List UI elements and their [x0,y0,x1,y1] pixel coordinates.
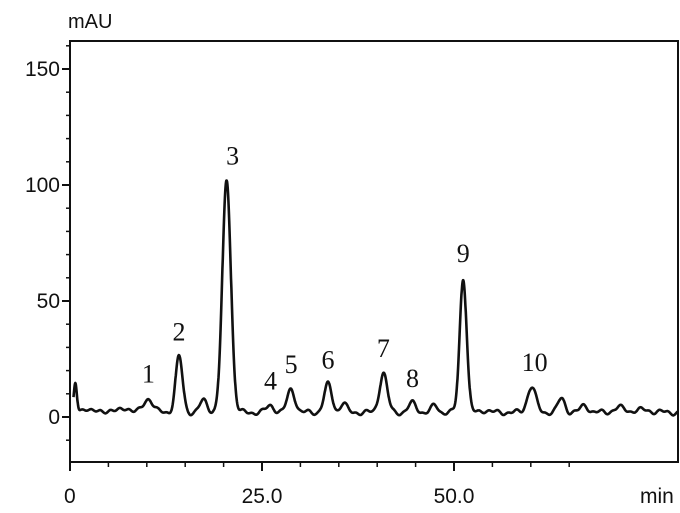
peak-label-10: 10 [522,348,548,377]
x-tick-label: 50.0 [434,485,475,508]
y-tick-label: 150 [25,58,60,81]
y-tick-label: 100 [25,174,60,197]
x-tick-label: 25.0 [242,485,283,508]
peak-label-3: 3 [226,141,239,170]
y-tick-label: 0 [48,406,60,429]
y-tick-label: 50 [37,290,60,313]
peak-label-4: 4 [264,366,277,395]
peak-label-8: 8 [406,364,419,393]
plot-frame [69,40,679,463]
peak-labels: 12 3 45 6 78 9 10 [142,141,548,395]
peak-label-5: 5 [285,350,298,379]
peak-label-1: 1 [142,359,155,388]
peak-label-2: 2 [173,318,186,347]
peak-label-9: 9 [457,239,470,268]
x-tick-label: 0 [64,485,76,508]
x-axis-unit-label: min [640,485,674,508]
chromatogram-trace [72,179,679,417]
y-axis-unit-label: mAU [68,11,112,33]
peak-label-6: 6 [322,346,335,375]
peak-label-7: 7 [377,334,390,363]
axis-tick-labels: 0 50 100 150 0 25.0 50.0 [25,58,474,508]
axis-ticks [62,45,570,471]
